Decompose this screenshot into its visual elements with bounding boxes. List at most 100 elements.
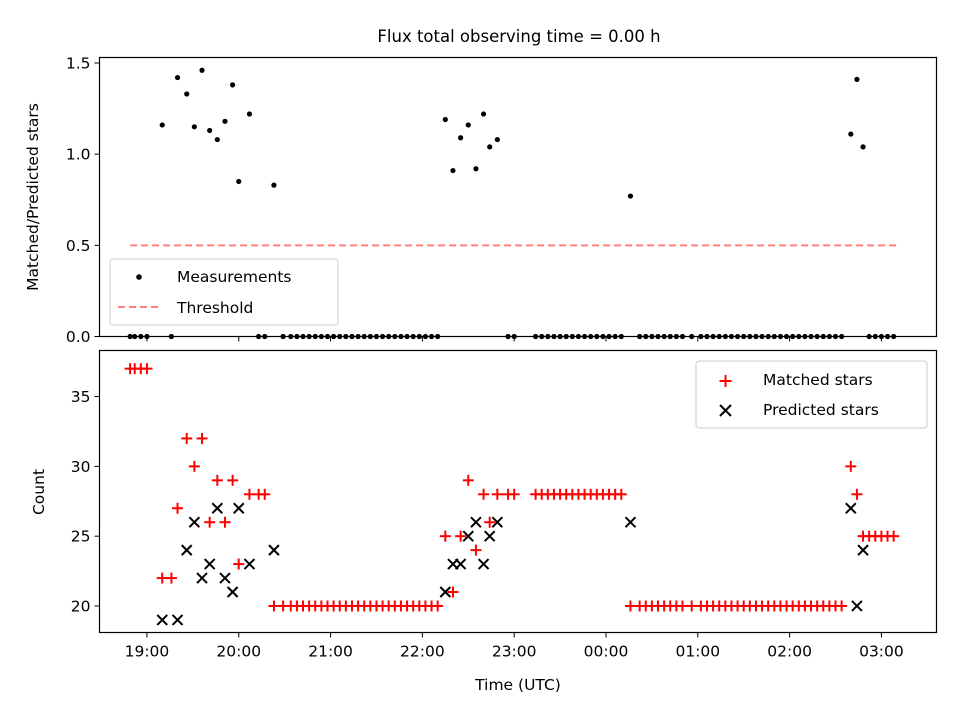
y-tick-label: 30 (71, 458, 91, 476)
x-tick-label: 22:00 (400, 643, 445, 661)
measurement-point (271, 182, 277, 188)
predicted-star-point (462, 530, 474, 542)
matched-star-point (188, 460, 200, 472)
matched-star-point (219, 516, 231, 528)
matched-star-point (259, 488, 271, 500)
predicted-star-point (243, 558, 256, 570)
measurement-point (860, 144, 866, 150)
matched-star-point (686, 600, 698, 612)
bottom-legend-box (695, 360, 928, 429)
measurement-point (848, 131, 854, 137)
matched-star-point (227, 474, 239, 486)
matched-star-point (172, 502, 184, 514)
top-x-ticks (146, 336, 882, 342)
x-tick-label: 03:00 (859, 643, 904, 661)
measurement-point (473, 166, 479, 172)
measurement-point (236, 178, 242, 185)
x-tick-label: 19:00 (125, 643, 170, 661)
top-axes-frame (98, 56, 938, 338)
measurement-point (442, 116, 448, 123)
y-tick-label: 25 (71, 528, 91, 546)
matched-star-point (845, 460, 857, 472)
predicted-star-point (156, 614, 168, 626)
bottom-legend: Matched stars Predicted stars (695, 360, 928, 429)
legend-marker-matched-stars (719, 375, 732, 387)
measurement-point (450, 167, 456, 174)
predicted-star-point (845, 502, 857, 514)
matched-star-point (478, 488, 490, 500)
legend-label-matched-stars: Matched stars (763, 371, 873, 389)
matched-star-point (156, 572, 168, 584)
matched-star-point (624, 600, 636, 612)
y-tick-label: 1.5 (66, 54, 91, 72)
x-tick-label: 01:00 (675, 643, 720, 661)
x-tick-label: 02:00 (767, 643, 812, 661)
measurement-point (487, 144, 493, 150)
measurement-point (854, 76, 860, 82)
legend-label-threshold: Threshold (176, 299, 253, 317)
bottom-axes-frame (98, 349, 938, 634)
y-tick-label: 0.5 (66, 237, 91, 255)
predicted-star-point (181, 544, 193, 556)
matched-star-point (196, 432, 208, 444)
predicted-star-point (454, 558, 467, 570)
x-tick-label: 00:00 (584, 643, 629, 661)
predicted-star-point (196, 572, 208, 584)
predicted-star-point (171, 614, 184, 626)
predicted-star-point (624, 516, 637, 528)
measurement-point (184, 91, 190, 97)
top-y-axis: 0.0 0.5 1.0 1.5 (66, 54, 100, 346)
matched-star-point (484, 516, 496, 528)
measurement-point (465, 122, 471, 128)
bottom-y-axis: 20 25 30 35 (71, 388, 100, 615)
y-tick-label: 0.0 (66, 328, 91, 346)
chart-title: Flux total observing time = 0.00 h (377, 27, 660, 46)
predicted-star-point (477, 558, 490, 570)
matched-star-point (491, 488, 503, 500)
matched-star-point (615, 488, 627, 500)
predicted-star-point (439, 586, 452, 598)
predicted-star-point (857, 544, 869, 556)
matched-star-point (243, 488, 255, 500)
matched-star-point (888, 530, 900, 542)
top-legend-box (109, 258, 339, 326)
matched-star-point (181, 432, 193, 444)
y-tick-label: 1.0 (66, 146, 91, 164)
predicted-star-point (491, 516, 504, 528)
matched-star-point (204, 516, 216, 528)
bottom-plot-area (124, 363, 900, 626)
matched-star-point (851, 488, 863, 500)
measurement-point (480, 111, 487, 117)
measurement-point (246, 111, 253, 117)
predicted-star-point (219, 572, 231, 584)
measurement-point (214, 136, 220, 143)
matched-star-point (141, 363, 153, 375)
matched-star-point (432, 600, 444, 612)
measurement-point (458, 135, 464, 141)
legend-marker-measurements (136, 274, 142, 280)
legend-marker-predicted-stars (719, 404, 732, 417)
predicted-star-point (203, 558, 216, 570)
top-y-axis-label: Matched/Predicted stars (24, 103, 42, 291)
predicted-star-point (226, 586, 239, 598)
predicted-star-point (188, 516, 201, 528)
y-tick-label: 20 (71, 597, 91, 615)
matched-star-point (676, 600, 688, 612)
bottom-y-axis-label: Count (30, 469, 48, 515)
matched-star-point (508, 488, 520, 500)
measurement-point (494, 136, 500, 143)
legend-label-measurements: Measurements (177, 268, 292, 286)
matched-star-point (233, 558, 245, 570)
legend-label-predicted-stars: Predicted stars (763, 401, 879, 419)
matched-star-point (462, 474, 474, 486)
matched-star-point (836, 600, 848, 612)
predicted-star-point (268, 544, 280, 556)
measurement-point (230, 82, 236, 88)
x-tick-label: 21:00 (308, 643, 353, 661)
matched-star-point (211, 474, 223, 486)
measurement-point (159, 122, 165, 128)
x-tick-label: 20:00 (216, 643, 261, 661)
matched-star-point (470, 544, 482, 556)
